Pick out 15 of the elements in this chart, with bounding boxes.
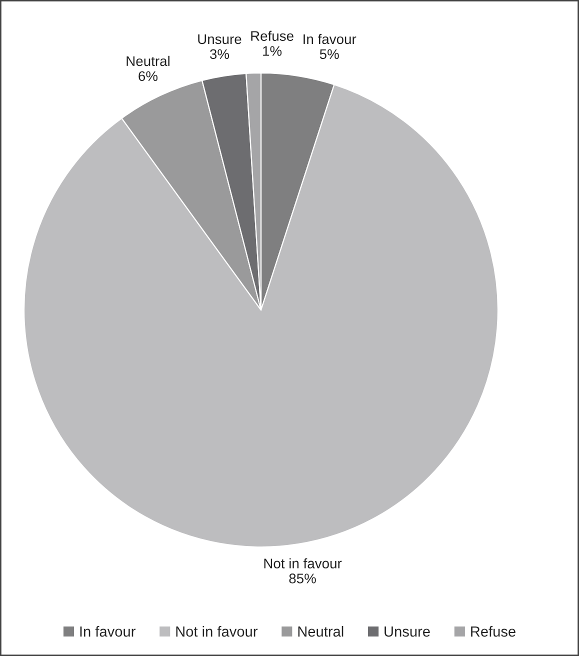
data-label: 1% [263, 46, 282, 56]
legend-label: In favour [80, 626, 136, 637]
data-label: 6% [138, 71, 158, 82]
legend-label: Unsure [384, 626, 430, 637]
slice-label: Refuse [251, 30, 294, 41]
legend-label: Not in favour [176, 626, 258, 637]
slice-label: Unsure [198, 34, 242, 44]
slice-label: Neutral [126, 56, 170, 66]
legend-label: Neutral [298, 626, 344, 637]
slice-label: Not in favour [264, 558, 342, 568]
slice-label: In favour [304, 34, 356, 44]
data-label: 85% [289, 574, 316, 584]
data-label: 5% [320, 49, 339, 60]
legend-label: Refuse [471, 626, 516, 637]
data-label: 3% [210, 49, 230, 60]
